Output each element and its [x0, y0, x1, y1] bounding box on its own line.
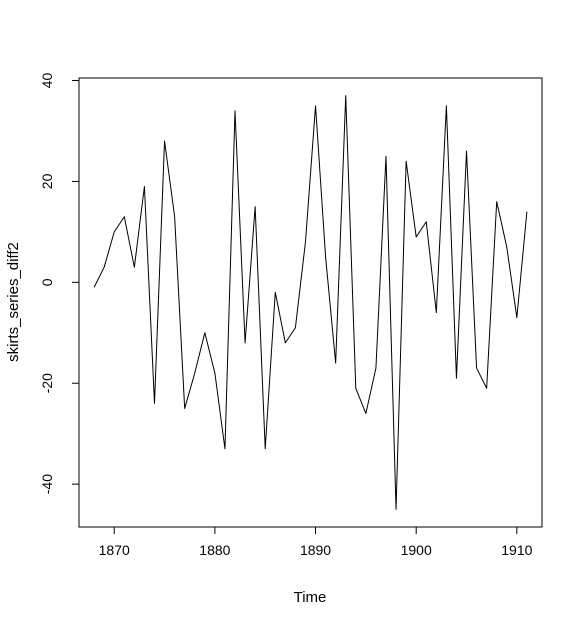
data-point	[305, 241, 306, 242]
data-point	[224, 448, 225, 449]
data-point	[214, 373, 215, 374]
x-axis: 1870 1880 1890 1900 1910	[99, 526, 533, 558]
data-point	[154, 403, 155, 404]
data-point	[456, 378, 457, 379]
data-point	[174, 216, 175, 217]
data-point	[194, 373, 195, 374]
data-point	[385, 156, 386, 157]
y-tick-label: 20	[39, 173, 55, 189]
data-point	[375, 367, 376, 368]
data-point	[395, 509, 396, 510]
data-point	[93, 287, 94, 288]
data-point	[265, 448, 266, 449]
x-tick-label: 1910	[501, 542, 532, 558]
data-point	[466, 151, 467, 152]
data-point	[315, 105, 316, 106]
data-point	[275, 292, 276, 293]
data-point	[184, 408, 185, 409]
plot-frame	[78, 77, 543, 528]
data-point	[446, 105, 447, 106]
data-point	[164, 140, 165, 141]
x-tick-label: 1900	[401, 542, 432, 558]
x-tick-label: 1880	[199, 542, 230, 558]
data-point	[295, 327, 296, 328]
data-point	[134, 267, 135, 268]
y-tick-label: 0	[39, 278, 55, 286]
data-point	[476, 367, 477, 368]
data-point	[506, 246, 507, 247]
data-point	[244, 342, 245, 343]
data-point	[516, 317, 517, 318]
data-point	[335, 362, 336, 363]
y-tick-label: -40	[39, 474, 55, 494]
data-point	[486, 388, 487, 389]
y-tick-label: 40	[39, 73, 55, 89]
data-point	[416, 236, 417, 237]
data-point	[114, 231, 115, 232]
data-point	[285, 342, 286, 343]
data-point	[144, 186, 145, 187]
data-point	[234, 110, 235, 111]
y-axis: -40 -20 0 20 40	[39, 73, 80, 494]
data-point	[255, 206, 256, 207]
data-point	[365, 413, 366, 414]
data-point	[426, 221, 427, 222]
x-tick-label: 1870	[99, 542, 130, 558]
series-line	[93, 95, 528, 510]
data-point	[345, 95, 346, 96]
data-point	[325, 256, 326, 257]
y-tick-label: -20	[39, 373, 55, 393]
x-axis-title: Time	[294, 589, 327, 606]
data-point	[104, 267, 105, 268]
data-point	[124, 216, 125, 217]
x-tick-label: 1890	[300, 542, 331, 558]
y-axis-title: skirts_series_diff2	[5, 242, 22, 362]
data-point	[496, 201, 497, 202]
data-point	[355, 388, 356, 389]
data-point	[526, 211, 527, 212]
data-point	[204, 332, 205, 333]
data-point	[436, 312, 437, 313]
data-point	[406, 161, 407, 162]
